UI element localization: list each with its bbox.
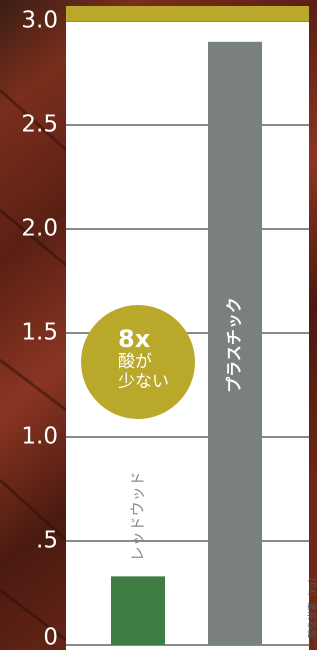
annotation-big: 8x xyxy=(118,325,151,353)
bar-label: プラスチック xyxy=(225,297,244,393)
annotation-line: 少ない xyxy=(118,372,169,392)
y-tick-label: 1.5 xyxy=(21,320,58,346)
bar-label: レッドウッド xyxy=(129,471,147,561)
y-tick-label: 0 xyxy=(43,625,58,650)
y-axis-label: 二酸化炭素（kg） xyxy=(307,573,318,647)
annotation-line: 酸が xyxy=(118,352,152,372)
y-tick-label: 2.5 xyxy=(21,112,58,138)
y-tick-label: 2.0 xyxy=(21,216,58,242)
chart: レッドウッド プラスチック 8x酸が少ない 二酸化炭素（kg） 0 .5 1.0 1.5 2… xyxy=(0,0,317,650)
bar xyxy=(111,576,165,645)
y-tick-label: 3.0 xyxy=(21,8,58,34)
top-band xyxy=(66,6,309,21)
y-tick-label: 1.0 xyxy=(21,424,58,450)
y-tick-label: .5 xyxy=(36,528,58,554)
